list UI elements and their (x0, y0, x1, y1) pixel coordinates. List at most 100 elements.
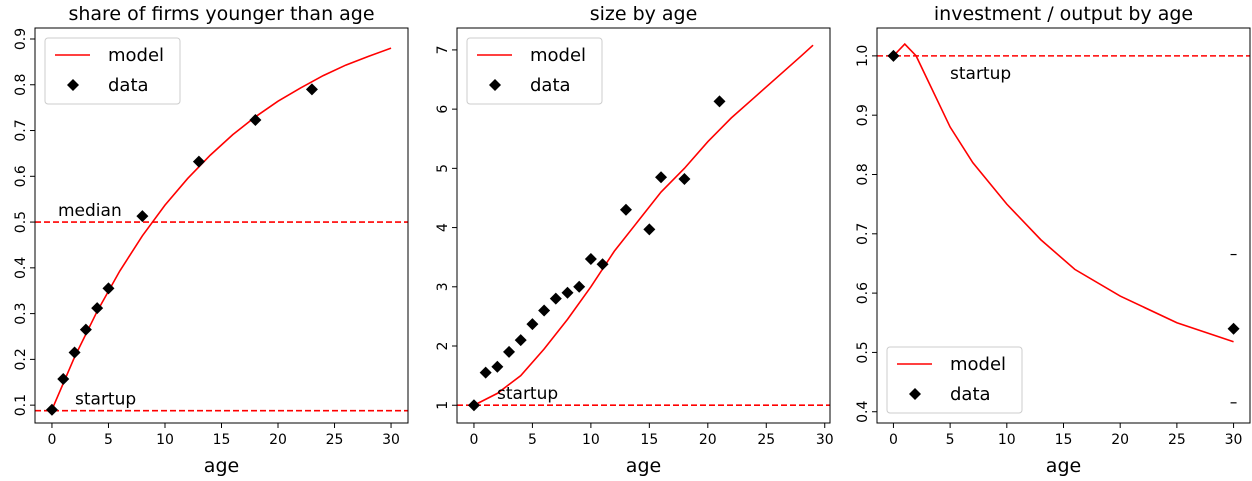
model-line (473, 44, 814, 406)
axes-frame (456, 27, 831, 424)
x-tick-label: 20 (699, 432, 717, 448)
x-tick-label: 10 (998, 432, 1016, 448)
y-tick-label: 5 (435, 164, 451, 173)
legend-swatch (909, 388, 921, 400)
x-tick-label: 30 (1225, 432, 1243, 448)
panel: investment / output by age age 0 5 10 15 20 25 3… (855, 3, 1251, 477)
data-point (503, 345, 516, 358)
plot-area (877, 42, 1250, 404)
legend-label: model (108, 45, 164, 66)
data-point (526, 318, 539, 331)
data-point (57, 373, 70, 386)
y-tick-label: 0.3 (13, 302, 29, 324)
data-point (655, 171, 668, 184)
data-point (678, 173, 691, 186)
legend-label: model (950, 354, 1006, 375)
plot-area (35, 47, 408, 416)
x-tick-label: 15 (640, 432, 658, 448)
x-tick-label: 25 (326, 432, 344, 448)
y-tick-label: 0.9 (855, 104, 871, 126)
data-point (1227, 322, 1240, 335)
data-point (573, 280, 586, 293)
y-tick-label: 1 (435, 401, 451, 410)
panel-title: share of firms younger than age (68, 3, 374, 25)
x-tick-label: 5 (528, 432, 537, 448)
legend-label: model (530, 45, 586, 66)
data-point (79, 323, 92, 336)
reference-label: startup (950, 64, 1011, 84)
y-tick-label: 0.9 (13, 28, 29, 50)
legend-swatch (67, 79, 79, 91)
x-axis-label: age (1046, 455, 1081, 477)
y-tick-label: 2 (435, 342, 451, 351)
x-tick-label: 0 (47, 432, 56, 448)
data-point (192, 155, 205, 168)
y-tick-label: 1.0 (855, 45, 871, 67)
data-point (249, 113, 262, 126)
data-point (136, 210, 149, 223)
y-tick-label: 4 (435, 223, 451, 232)
panel: share of firms younger than age age 0 5 10 15… (13, 3, 409, 477)
panel-title: size by age (590, 3, 698, 25)
y-tick-label: 0.2 (13, 348, 29, 370)
x-tick-label: 15 (1055, 432, 1073, 448)
x-tick-label: 5 (946, 432, 955, 448)
x-tick-label: 10 (156, 432, 174, 448)
data-point (549, 292, 562, 305)
panel: size by age age 0 5 10 15 20 25 30 1 2 3 4 5 6 7 startup… (435, 3, 834, 477)
x-tick-label: 10 (582, 432, 600, 448)
x-tick-label: 30 (382, 432, 400, 448)
data-point (514, 334, 527, 347)
y-tick-label: 0.7 (855, 223, 871, 245)
y-tick-label: 0.4 (855, 401, 871, 423)
x-tick-label: 25 (1168, 432, 1186, 448)
x-tick-label: 5 (104, 432, 113, 448)
data-point (713, 95, 726, 108)
y-tick-label: 0.1 (13, 394, 29, 416)
model-line (892, 42, 1234, 343)
y-tick-label: 0.5 (13, 211, 29, 233)
x-axis-label: age (626, 455, 661, 477)
y-tick-label: 0.4 (13, 257, 29, 279)
data-point (538, 304, 551, 317)
reference-label: startup (75, 390, 136, 410)
x-tick-label: 0 (889, 432, 898, 448)
legend-label: data (950, 384, 991, 405)
y-tick-label: 0.7 (13, 119, 29, 141)
x-tick-label: 30 (816, 432, 834, 448)
y-tick-label: 7 (435, 45, 451, 54)
plot-area (457, 44, 830, 412)
panel-title: investment / output by age (934, 3, 1193, 25)
data-point (491, 360, 504, 373)
reference-label: median (58, 201, 122, 221)
data-point (45, 403, 58, 416)
y-tick-label: 6 (435, 105, 451, 114)
data-point (643, 223, 656, 236)
x-tick-label: 0 (469, 432, 478, 448)
data-point (91, 302, 104, 315)
y-tick-label: 3 (435, 282, 451, 291)
data-point (305, 83, 318, 96)
reference-label: startup (497, 384, 558, 404)
y-tick-label: 0.6 (855, 282, 871, 304)
x-tick-label: 15 (213, 432, 231, 448)
axes-frame (876, 27, 1251, 424)
data-point (561, 286, 574, 299)
data-point (596, 258, 609, 271)
legend-label: data (108, 75, 149, 96)
y-tick-label: 0.5 (855, 341, 871, 363)
x-tick-label: 25 (757, 432, 775, 448)
data-point (584, 252, 597, 265)
legend-label: data (530, 75, 571, 96)
y-tick-label: 0.8 (855, 163, 871, 185)
axes-frame (34, 27, 409, 424)
legend-swatch (489, 79, 501, 91)
x-tick-label: 20 (269, 432, 287, 448)
data-point (887, 49, 900, 62)
data-point (68, 346, 81, 359)
data-point (467, 399, 480, 412)
data-point (479, 366, 492, 379)
y-tick-label: 0.8 (13, 74, 29, 96)
